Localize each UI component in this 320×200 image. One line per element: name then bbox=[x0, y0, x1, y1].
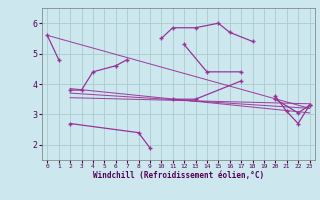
X-axis label: Windchill (Refroidissement éolien,°C): Windchill (Refroidissement éolien,°C) bbox=[93, 171, 264, 180]
